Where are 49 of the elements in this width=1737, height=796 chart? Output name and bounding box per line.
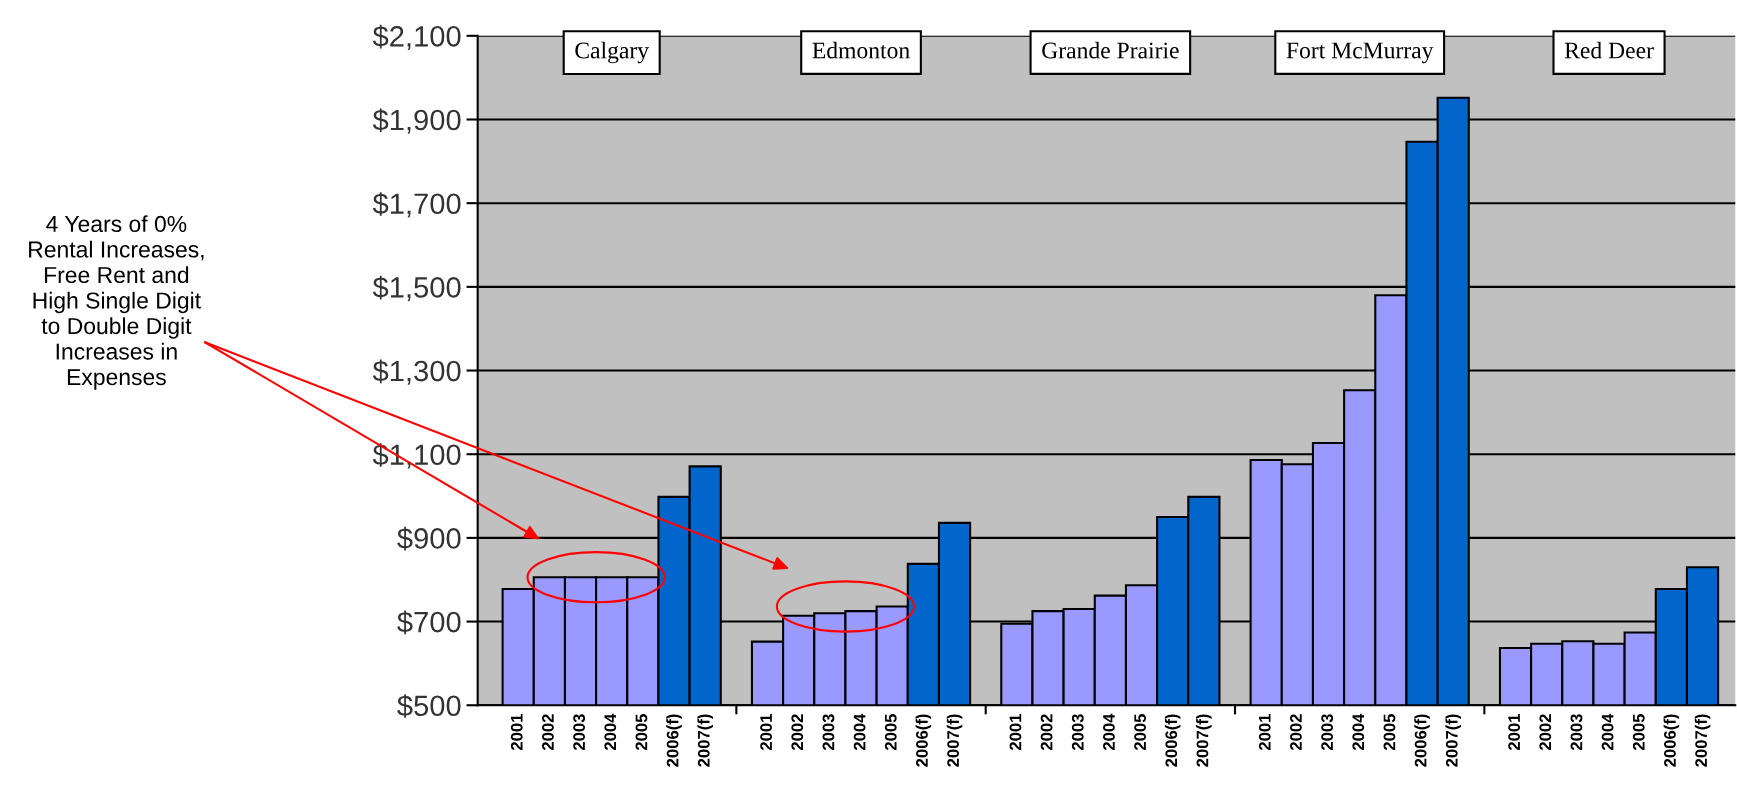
- x-tick-label: 2001: [1009, 714, 1022, 751]
- annotation: Calgary: [575, 41, 649, 64]
- annotation: Edmonton: [812, 41, 910, 59]
- x-tick-label: 2002: [1290, 714, 1302, 751]
- x-tick-label: 2005: [635, 714, 648, 751]
- x-tick-label: 2003: [1321, 714, 1334, 751]
- annotation: Grande Prairie: [1042, 41, 1179, 59]
- x-tick-label: 2004: [853, 713, 866, 751]
- y-tick-label: $1,300: [372, 359, 461, 385]
- x-tick-label: 2006(f): [666, 714, 682, 767]
- annotation: Red Deer: [1564, 41, 1654, 59]
- x-tick-label: 2001: [1508, 714, 1521, 751]
- x-tick-label: 2003: [1570, 714, 1583, 751]
- y-tick-label: $900: [397, 526, 461, 551]
- y-tick-label: $1,500: [372, 275, 461, 302]
- annotation: Fort McMurray: [1286, 42, 1434, 64]
- x-tick-label: 2006(f): [1164, 714, 1181, 767]
- x-tick-label: 2001: [510, 714, 523, 751]
- x-tick-label: 2006(f): [915, 714, 932, 767]
- x-tick-label: 2001: [1258, 714, 1271, 751]
- x-tick-label: 2004: [1103, 713, 1115, 751]
- y-tick-label: $500: [397, 694, 461, 718]
- x-tick-label: 2003: [822, 714, 835, 751]
- x-tick-label: 2002: [791, 714, 804, 751]
- x-tick-label: 2007(f): [697, 714, 713, 767]
- x-tick-label: 2003: [1071, 714, 1084, 751]
- y-tick-label: $700: [397, 610, 461, 635]
- x-tick-label: 2006(f): [1414, 714, 1430, 767]
- x-tick-label: 2005: [884, 714, 897, 751]
- y-tick-label: $2,100: [372, 24, 461, 51]
- x-tick-label: 2001: [760, 714, 772, 751]
- x-tick-label: 2005: [1134, 714, 1147, 751]
- x-tick-label: 2002: [1539, 714, 1552, 751]
- x-tick-label: 2002: [1040, 714, 1053, 751]
- x-tick-label: 2004: [604, 713, 617, 751]
- y-tick-label: $1,900: [372, 108, 461, 134]
- x-tick-label: 2005: [1632, 714, 1645, 751]
- x-tick-label: 2007(f): [1196, 714, 1212, 767]
- x-tick-label: 2002: [542, 714, 554, 751]
- y-tick-label: $1,700: [372, 192, 461, 218]
- x-tick-label: 2007(f): [1694, 714, 1711, 767]
- x-tick-label: 2004: [1601, 713, 1614, 751]
- x-tick-label: 2005: [1383, 714, 1396, 751]
- text: 4 Years of 0% Rental Increases, Free Rent and High Single Digit to Double Digit Increases in Expenses: [29, 215, 204, 390]
- x-tick-label: 2004: [1352, 713, 1365, 751]
- x-tick-label: 2006(f): [1663, 714, 1680, 767]
- x-tick-label: 2007(f): [1445, 714, 1461, 767]
- x-tick-label: 2007(f): [946, 714, 963, 767]
- x-tick-label: 2003: [573, 714, 586, 751]
